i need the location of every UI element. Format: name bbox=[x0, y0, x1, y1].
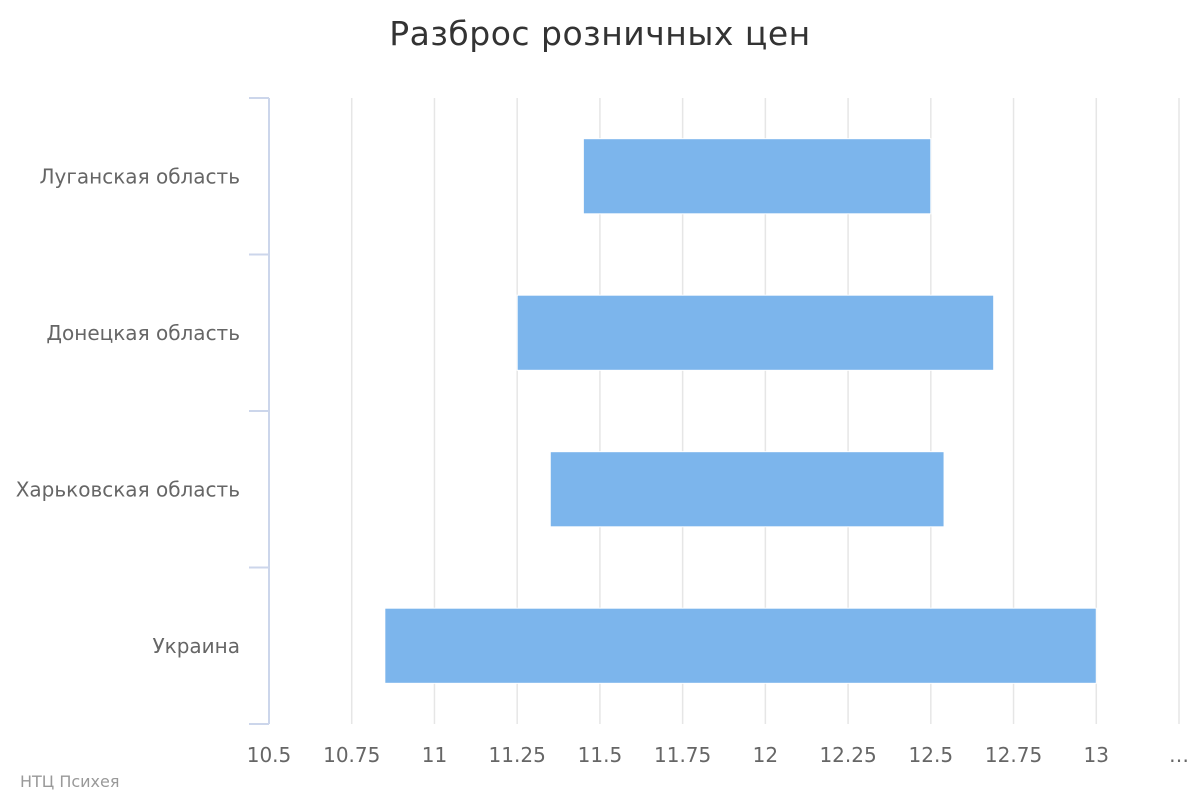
credits-text: НТЦ Психея bbox=[20, 772, 120, 791]
x-tick-label: 11.75 bbox=[654, 743, 711, 767]
x-tick-label: 12 bbox=[753, 743, 778, 767]
category-axis bbox=[249, 97, 270, 725]
x-tick-label: 11 bbox=[422, 743, 447, 767]
category-label: Донецкая область bbox=[46, 321, 240, 345]
category-label: Украина bbox=[152, 634, 240, 658]
x-tick-label: 10.75 bbox=[323, 743, 380, 767]
range-bars bbox=[384, 138, 1097, 684]
x-axis-tick-labels: 10.5 10.75 11 11.25 11.5 11.75 12 12.25 12.5 12.7… bbox=[247, 743, 1189, 767]
x-tick-label: 11.5 bbox=[578, 743, 623, 767]
y-axis-category-labels: Луганская область Донецкая область Харьков… bbox=[16, 164, 240, 658]
chart-title: Разброс розничных цен bbox=[389, 14, 811, 53]
x-tick-label: 12.25 bbox=[819, 743, 876, 767]
x-tick-label: … bbox=[1169, 743, 1189, 767]
x-tick-label: 10.5 bbox=[247, 743, 292, 767]
category-label: Харьковская область bbox=[16, 477, 240, 501]
range-bar bbox=[384, 607, 1097, 684]
x-tick-label: 12.5 bbox=[909, 743, 954, 767]
range-bar bbox=[516, 294, 995, 371]
range-bar bbox=[549, 451, 945, 528]
x-tick-label: 12.75 bbox=[985, 743, 1042, 767]
category-label: Луганская область bbox=[40, 164, 240, 188]
x-tick-label: 13 bbox=[1084, 743, 1109, 767]
range-bar bbox=[582, 138, 932, 215]
x-tick-label: 11.25 bbox=[489, 743, 546, 767]
